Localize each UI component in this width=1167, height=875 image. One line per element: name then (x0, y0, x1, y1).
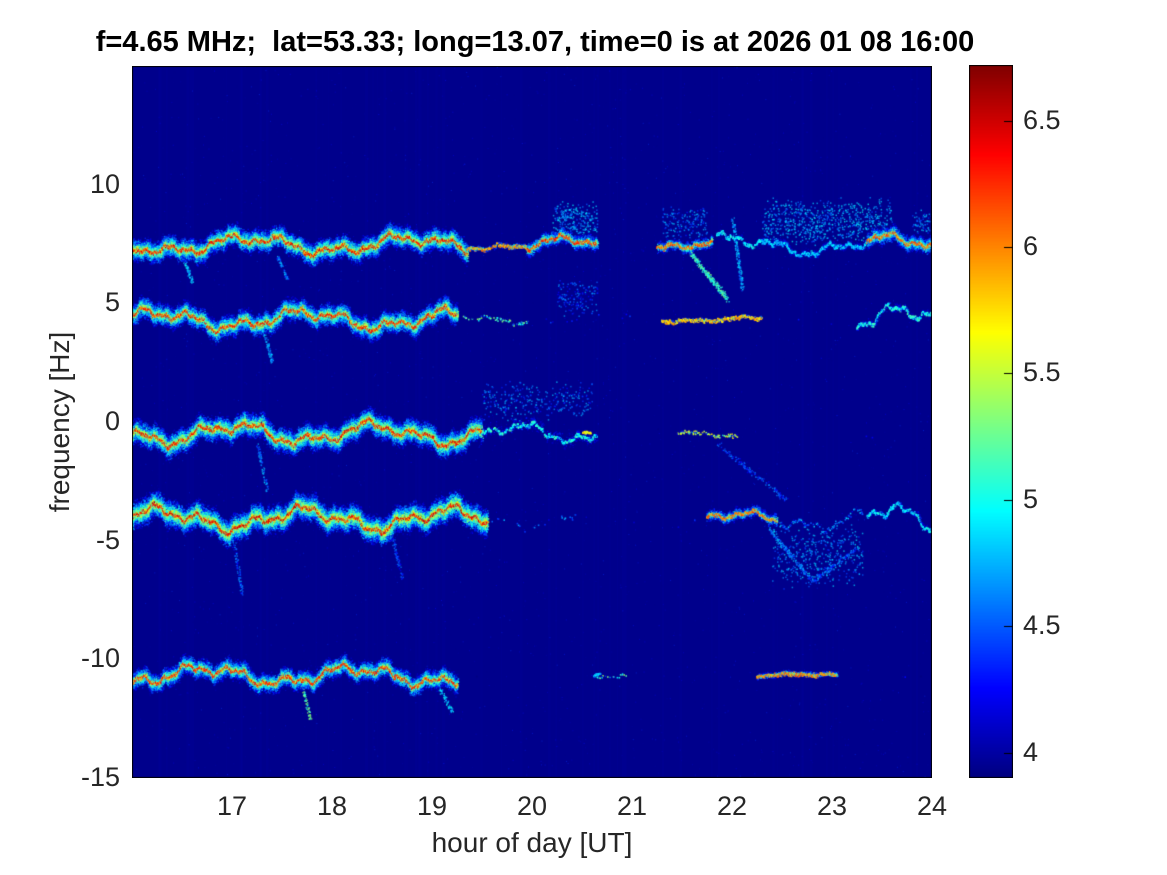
y-tick-label: 10 (89, 168, 120, 199)
x-tick-label: 17 (216, 791, 248, 821)
colorbar-canvas (969, 65, 1013, 778)
x-tick-label: 22 (716, 791, 748, 821)
y-tick-label: -15 (80, 761, 120, 792)
spectrogram-canvas (132, 66, 932, 778)
x-tick-label: 23 (816, 791, 848, 821)
chart-title: f=4.65 MHz; lat=53.33; long=13.07, time=… (95, 26, 975, 58)
y-tick-label: -5 (95, 524, 120, 555)
x-tick-label: 20 (516, 791, 548, 821)
x-tick-label: 24 (916, 791, 948, 821)
x-tick-label: 19 (416, 791, 448, 821)
colorbar-tick-label: 6 (1023, 230, 1039, 261)
x-tick-label: 18 (316, 791, 348, 821)
colorbar-tick-label: 6.5 (1023, 104, 1061, 135)
y-tick-label: 5 (104, 287, 120, 318)
y-tick-label: -10 (80, 643, 120, 674)
colorbar-tick-label: 5.5 (1023, 357, 1061, 388)
x-tick-label: 21 (616, 791, 648, 821)
colorbar-tick-label: 4.5 (1023, 610, 1061, 641)
colorbar-tick-label: 5 (1023, 483, 1039, 514)
y-tick-label: 0 (104, 405, 120, 436)
x-axis-label: hour of day [UT] (431, 827, 633, 858)
colorbar-tick-label: 4 (1023, 736, 1039, 767)
